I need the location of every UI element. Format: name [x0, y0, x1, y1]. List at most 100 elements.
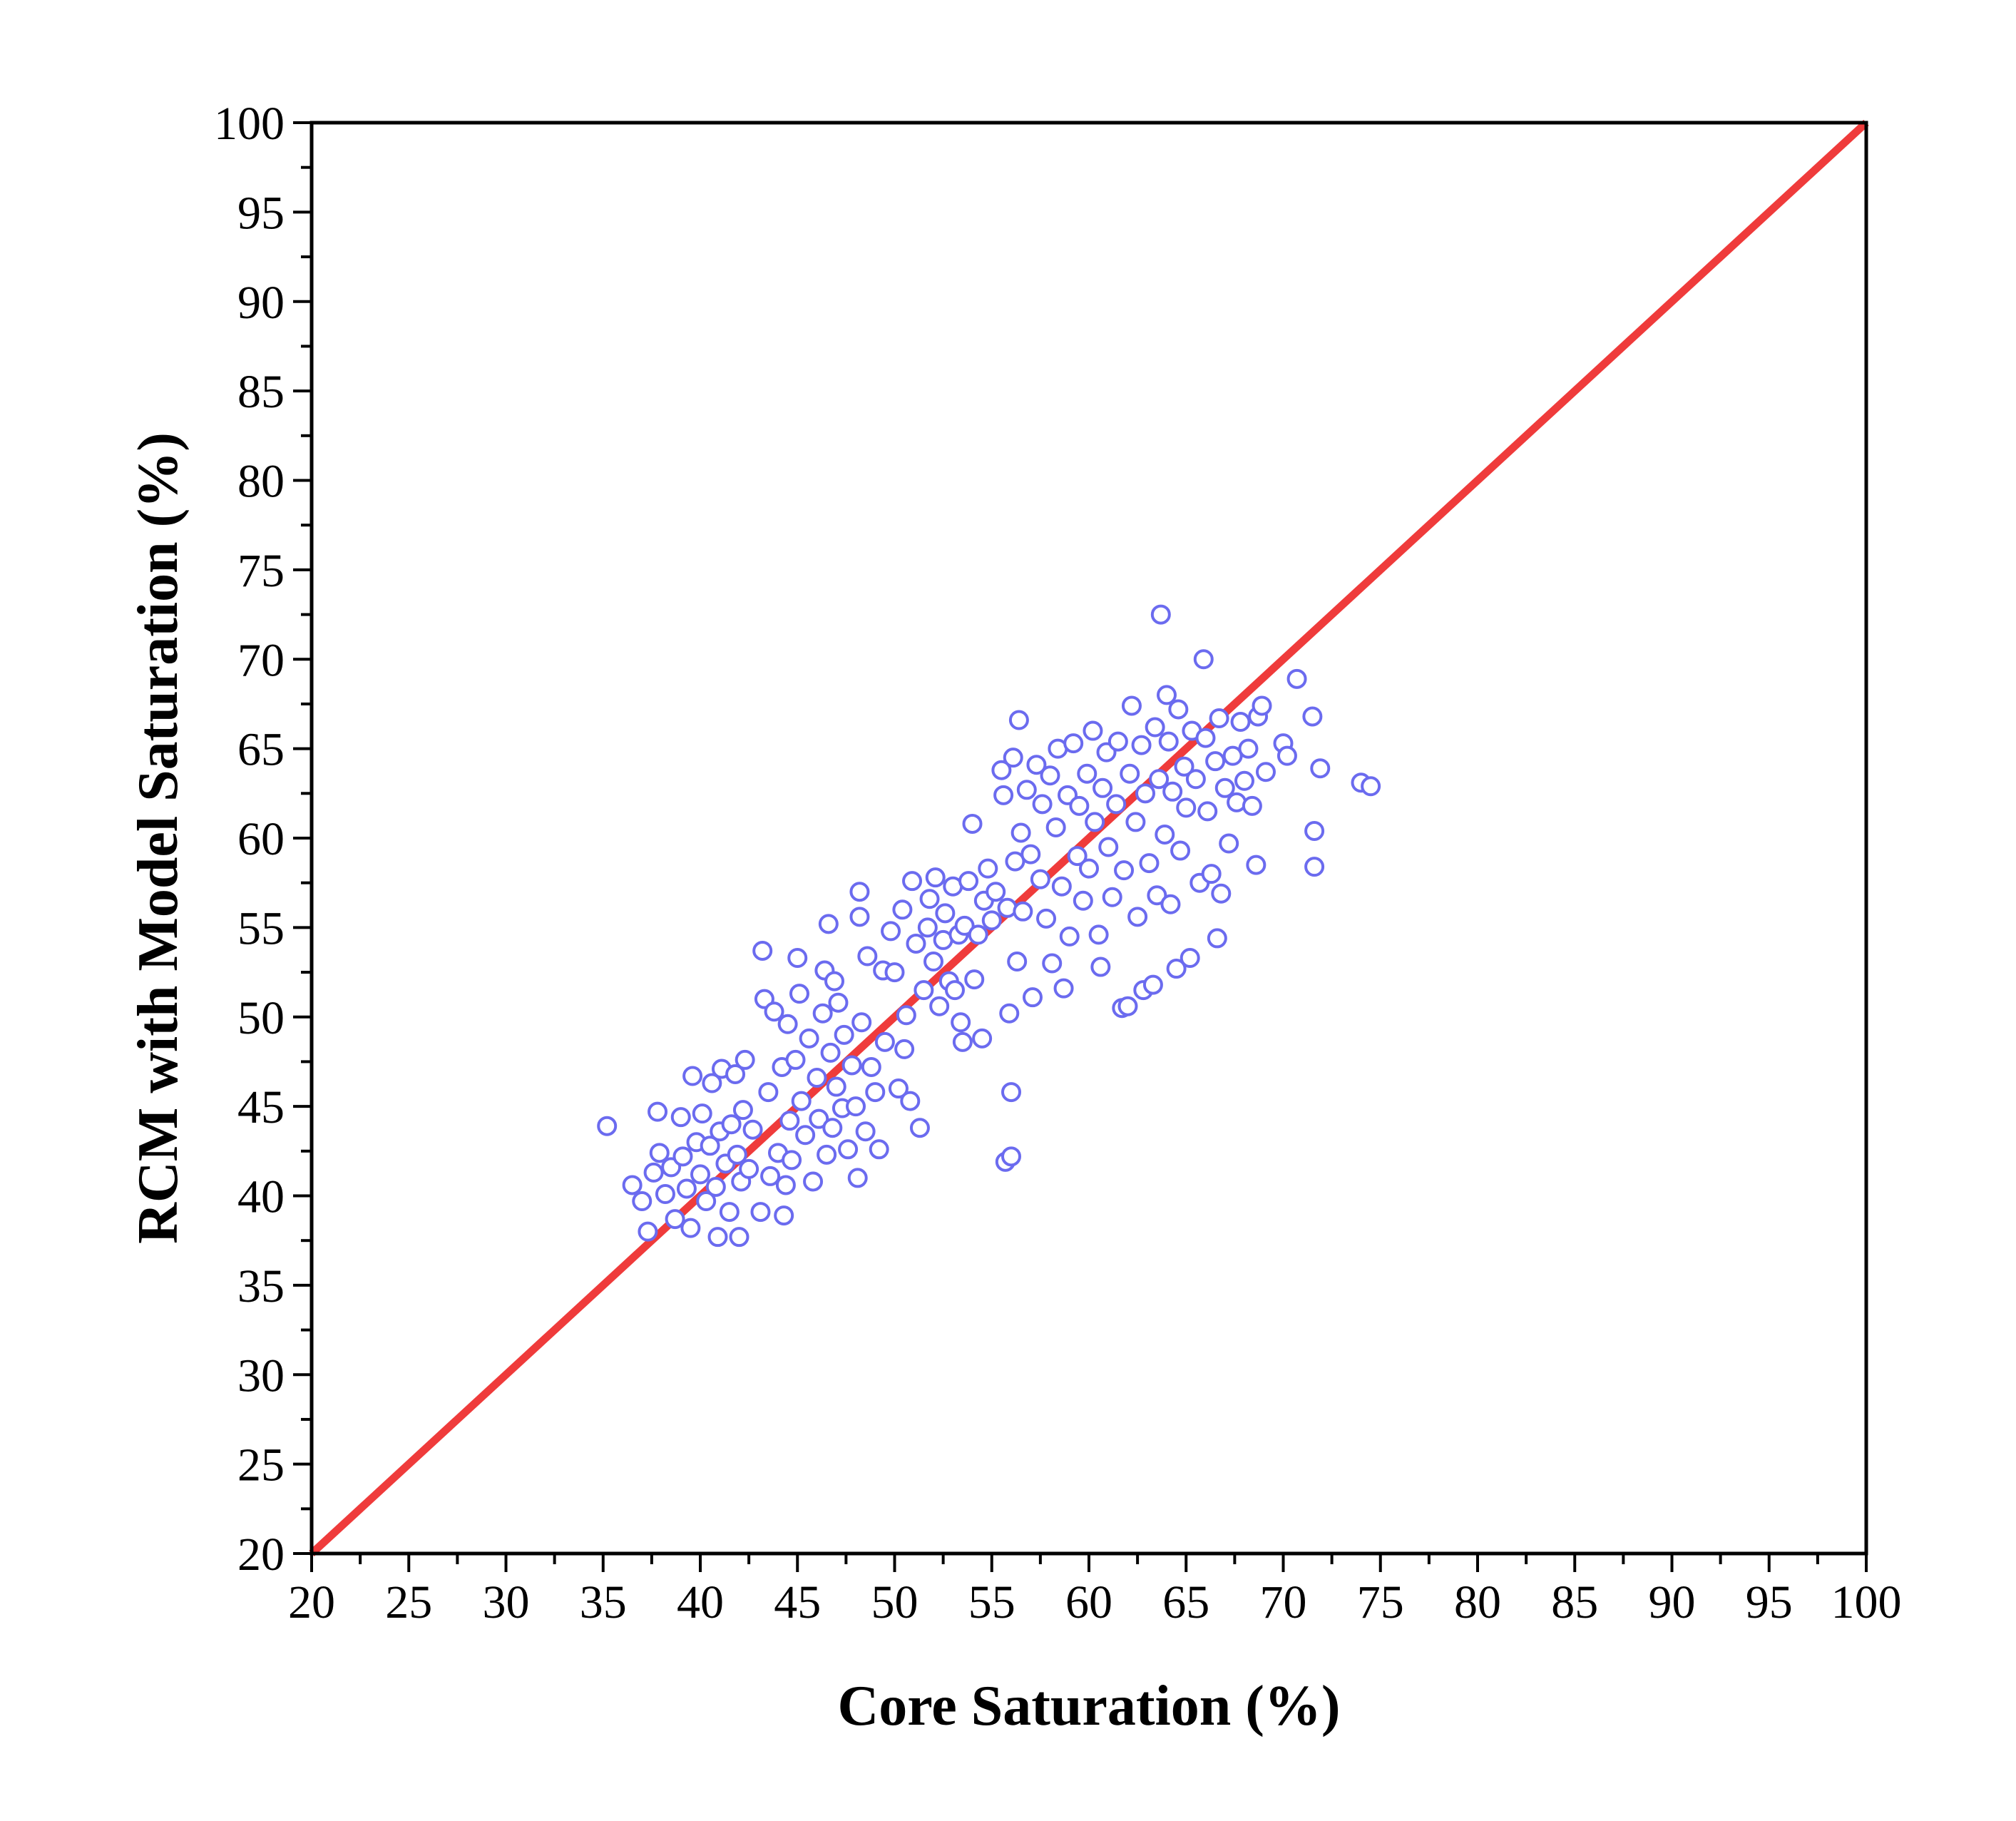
data-point [727, 1144, 747, 1165]
data-point [981, 910, 1002, 931]
data-point [902, 871, 923, 892]
y-tick-label: 20 [237, 1529, 285, 1581]
data-point [824, 971, 845, 991]
data-point [1310, 758, 1331, 779]
data-point [1120, 763, 1140, 784]
data-point [1197, 801, 1218, 822]
x-tick-label: 75 [1357, 1576, 1404, 1628]
data-point [777, 1014, 798, 1034]
data-point [929, 996, 950, 1016]
data-point [1090, 957, 1111, 977]
data-point [1304, 820, 1325, 841]
data-point [1010, 822, 1031, 843]
data-point [952, 1031, 973, 1052]
data-point [1051, 876, 1072, 897]
data-point [1079, 858, 1099, 879]
data-point [1162, 781, 1183, 802]
data-point [1125, 812, 1146, 832]
data-point [978, 858, 998, 879]
data-point [1107, 731, 1128, 752]
y-tick-label: 80 [237, 456, 285, 508]
data-point [881, 921, 901, 942]
data-point [1195, 728, 1216, 748]
data-point [1042, 953, 1063, 974]
data-point [884, 962, 905, 983]
data-point [894, 1039, 915, 1059]
data-point [1030, 869, 1050, 889]
data-point [1067, 846, 1088, 867]
data-point [1174, 756, 1194, 777]
data-point [1361, 776, 1381, 797]
data-point [1026, 755, 1047, 775]
data-point [775, 1175, 796, 1195]
data-point [954, 915, 975, 936]
data-point [1063, 733, 1084, 754]
data-point [597, 1116, 618, 1136]
data-point [1001, 1082, 1021, 1103]
y-tick-label: 65 [237, 724, 285, 776]
data-point [817, 1144, 837, 1165]
data-point [896, 1005, 916, 1026]
data-point [655, 1183, 675, 1204]
data-point [789, 984, 809, 1004]
data-point [1201, 864, 1222, 884]
data-point [923, 952, 943, 972]
data-point [892, 899, 913, 920]
data-point [672, 1146, 693, 1167]
x-tick-label: 90 [1649, 1576, 1696, 1628]
data-point [826, 1076, 846, 1097]
data-point [1032, 794, 1053, 815]
x-tick-label: 45 [774, 1576, 821, 1628]
data-point [764, 1001, 784, 1022]
data-point [705, 1176, 726, 1197]
data-point [888, 1078, 909, 1099]
data-point [1013, 901, 1033, 922]
data-point [1205, 751, 1226, 772]
data-point [991, 760, 1012, 780]
y-tick-label: 60 [237, 813, 285, 865]
data-point [1022, 987, 1043, 1008]
x-tick-label: 85 [1551, 1576, 1598, 1628]
reference-line-layer [309, 119, 1869, 1557]
data-point [841, 1055, 862, 1076]
data-point [622, 1175, 643, 1195]
data-point [725, 1063, 746, 1084]
y-tick-label: 85 [237, 366, 285, 418]
data-point [1166, 959, 1187, 979]
data-point [1045, 817, 1066, 837]
data-point [1252, 695, 1272, 716]
y-tick-label: 55 [237, 902, 285, 954]
data-point [874, 1031, 895, 1052]
data-point [1168, 699, 1189, 720]
data-point [1145, 717, 1165, 738]
data-point [986, 882, 1006, 902]
data-point [1180, 948, 1200, 969]
data-point [1053, 978, 1074, 999]
data-point [1209, 708, 1229, 728]
data-point [849, 907, 870, 927]
data-point [735, 1049, 755, 1070]
data-point [828, 992, 849, 1013]
data-point [752, 940, 773, 961]
data-point [1255, 762, 1276, 782]
x-tick-label: 80 [1454, 1576, 1501, 1628]
data-point [1304, 857, 1325, 877]
data-point [820, 1042, 841, 1063]
data-point [818, 914, 839, 934]
data-point [1238, 738, 1259, 759]
x-tick-label: 60 [1065, 1576, 1112, 1628]
data-point [787, 948, 808, 969]
data-point [958, 871, 979, 892]
data-point [791, 1091, 812, 1111]
x-tick-label: 100 [1831, 1576, 1902, 1628]
data-point [861, 1056, 881, 1077]
data-point [925, 867, 946, 888]
data-point [1150, 604, 1171, 625]
y-tick-label: 75 [237, 545, 285, 597]
x-tick-label: 55 [968, 1576, 1015, 1628]
data-points [597, 604, 1381, 1248]
data-point [690, 1164, 710, 1185]
data-point [707, 1227, 728, 1248]
data-point [1176, 797, 1197, 818]
data-point [838, 1139, 859, 1160]
